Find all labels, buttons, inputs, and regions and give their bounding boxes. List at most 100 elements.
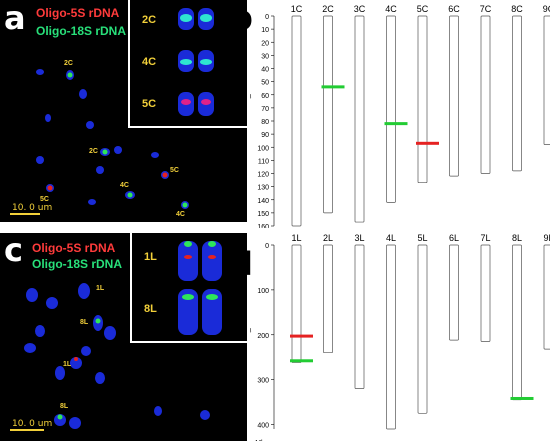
- chr-label-a-1: 2C: [89, 148, 98, 155]
- chr-label-a-2: 4C: [120, 182, 129, 189]
- chr-label-c-0: 1L: [96, 285, 105, 292]
- b-ytick-label-1: 10: [261, 27, 269, 34]
- d-chromosome-9l: [543, 244, 550, 350]
- legend-red-a: Oligo-5S rDNA: [36, 6, 120, 20]
- micrograph-c: Oligo-5S rDNA Oligo-18S rDNA 1L 8L: [0, 233, 247, 441]
- b-chromosome-2c: [323, 15, 333, 214]
- legend-green-c: Oligo-18S rDNA: [32, 257, 123, 271]
- b-signal-0: [321, 85, 345, 89]
- chr-label-a-5: 5C: [40, 196, 49, 203]
- d-chr-label-8l: 8L: [512, 233, 522, 243]
- d-chr-label-7l: 7L: [480, 233, 490, 243]
- d-ytick-label-2: 200: [257, 333, 269, 340]
- b-ytick-label-2: 20: [261, 40, 269, 47]
- chr-label-c-2: 1L: [63, 361, 72, 368]
- inset-label-8l: 8L: [144, 303, 157, 315]
- b-ytick-label-3: 30: [261, 53, 269, 60]
- b-chromosome-5c: [417, 15, 428, 184]
- d-chromosome-5l: [417, 244, 428, 414]
- panel-letter-c: c: [4, 231, 23, 269]
- scale-text-c: 10. 0 um: [12, 419, 53, 429]
- b-ytick-label-10: 100: [257, 145, 269, 152]
- d-chr-label-3l: 3L: [354, 233, 364, 243]
- inset-label-2c: 2C: [142, 14, 157, 26]
- scale-bar-c: [10, 429, 44, 431]
- d-chromosome-3l: [354, 244, 365, 389]
- b-chromosome-9c: [543, 15, 550, 145]
- micrograph-c-chromosomes: [24, 283, 210, 429]
- d-ytick-label-0: 0: [265, 243, 269, 250]
- b-legend-red-tick-3: 2908: [250, 95, 252, 101]
- b-chromosome-4c: [386, 15, 396, 203]
- chr-label-a-0: 2C: [64, 60, 73, 67]
- d-ytick-label-1: 100: [257, 288, 269, 295]
- b-chr-label-9c: 9C: [543, 4, 550, 14]
- d-chromosome-2l: [323, 244, 333, 354]
- legend-red-c: Oligo-5S rDNA: [32, 241, 116, 255]
- b-signal-1: [384, 122, 408, 126]
- b-ytick-label-11: 110: [258, 158, 269, 165]
- inset-a-chromosomes: [178, 8, 214, 116]
- d-ytick-label-4: 400: [257, 423, 269, 430]
- d-chr-label-5l: 5L: [417, 233, 427, 243]
- b-ytick-label-7: 70: [261, 106, 269, 113]
- b-ytick-label-6: 60: [261, 93, 269, 100]
- d-chr-label-9l: 9L: [543, 233, 550, 243]
- micrograph-a: Oligo-5S rDNA Oligo-18S rDNA 2C 4C 5C: [0, 0, 247, 222]
- d-chr-label-4l: 4L: [386, 233, 396, 243]
- panel-letter-b: b: [230, 0, 253, 37]
- d-chromosome-4l: [386, 244, 396, 430]
- b-chromosome-3c: [354, 15, 365, 223]
- inset-c-chromosomes: [178, 241, 222, 335]
- b-ytick-label-14: 140: [257, 198, 269, 205]
- b-ytick-label-5: 50: [261, 80, 269, 87]
- chr-label-c-3: 8L: [60, 403, 69, 410]
- ideogram-b: 0 10 20 30 40 50 60 70 80 90 100 110 120 130 140 150 160…: [250, 4, 550, 228]
- b-signal-2: [416, 141, 439, 145]
- d-chr-label-6l: 6L: [449, 233, 459, 243]
- b-chr-label-3c: 3C: [354, 4, 366, 14]
- inset-a: 2C 4C 5C: [128, 0, 247, 128]
- inset-label-5c: 5C: [142, 98, 157, 110]
- d-signal-2: [510, 396, 534, 400]
- chr-label-a-3: 5C: [170, 167, 179, 174]
- scale-bar-a: [10, 213, 40, 215]
- d-legend-red-tick-3: 1268: [250, 329, 252, 335]
- b-chromosome-7c: [480, 15, 491, 174]
- chr-label-a-4: 4C: [176, 211, 185, 218]
- d-chromosome-7l: [480, 244, 491, 342]
- d-ytick-label-3: 300: [257, 378, 269, 385]
- chr-label-c-1: 8L: [80, 319, 89, 326]
- scale-text-a: 10. 0 um: [12, 203, 53, 213]
- b-ytick-label-16: 160: [257, 224, 269, 228]
- inset-c: 1L 8L: [130, 233, 247, 343]
- b-ytick-label-8: 80: [261, 119, 269, 126]
- b-ytick-label-0: 0: [265, 14, 269, 21]
- micrograph-a-chromosomes: [36, 69, 189, 209]
- panel-letter-d: d: [230, 245, 253, 283]
- panel-letter-a: a: [4, 0, 26, 37]
- b-chr-label-1c: 1C: [291, 4, 303, 14]
- b-chr-label-2c: 2C: [322, 4, 334, 14]
- b-chr-label-5c: 5C: [417, 4, 429, 14]
- b-ytick-label-9: 90: [261, 132, 269, 139]
- d-chromosome-1l: [291, 244, 302, 363]
- b-chromosome-8c: [512, 15, 522, 172]
- b-chr-label-8c: 8C: [511, 4, 523, 14]
- legend-green-a: Oligo-18S rDNA: [36, 24, 127, 38]
- d-chr-label-2l: 2L: [323, 233, 333, 243]
- inset-label-4c: 4C: [142, 56, 157, 68]
- b-ytick-label-15: 150: [257, 211, 269, 218]
- inset-label-1l: 1L: [144, 251, 157, 263]
- b-chr-label-4c: 4C: [385, 4, 397, 14]
- b-chromosome-1c: [291, 15, 302, 227]
- ideogram-d: 0100200300400Mbp1L2L3L4L5L6L7L8L9L050100…: [250, 233, 550, 441]
- b-ytick-label-13: 130: [257, 185, 269, 192]
- b-chr-label-7c: 7C: [480, 4, 492, 14]
- d-chromosome-6l: [449, 244, 459, 341]
- b-chr-label-6c: 6C: [448, 4, 460, 14]
- b-ytick-label-12: 120: [257, 172, 269, 179]
- b-ytick-label-4: 40: [261, 67, 269, 74]
- d-signal-0: [290, 334, 313, 338]
- d-chr-label-1l: 1L: [291, 233, 301, 243]
